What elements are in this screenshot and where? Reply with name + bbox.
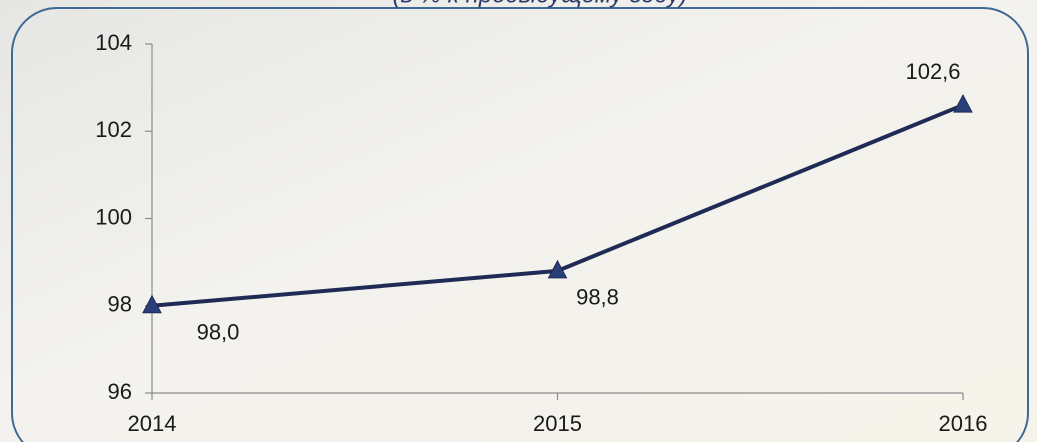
value-label: 98,8 (576, 285, 619, 310)
y-tick-label: 102 (95, 117, 132, 142)
marker (547, 259, 568, 279)
value-label: 102,6 (905, 59, 960, 84)
marker (953, 94, 973, 113)
x-tick-label: 2015 (533, 411, 582, 436)
y-tick-label: 100 (95, 204, 132, 229)
chart-subtitle: (в % к предыдущему году) (392, 0, 687, 8)
y-tick-label: 96 (108, 379, 132, 404)
y-tick-label: 104 (95, 30, 132, 55)
marker (142, 294, 162, 314)
frame (11, 7, 1029, 442)
y-tick-label: 98 (108, 292, 132, 317)
x-tick-label: 2016 (939, 411, 988, 436)
x-tick-label: 2014 (128, 411, 177, 436)
value-label: 98,0 (197, 320, 240, 345)
